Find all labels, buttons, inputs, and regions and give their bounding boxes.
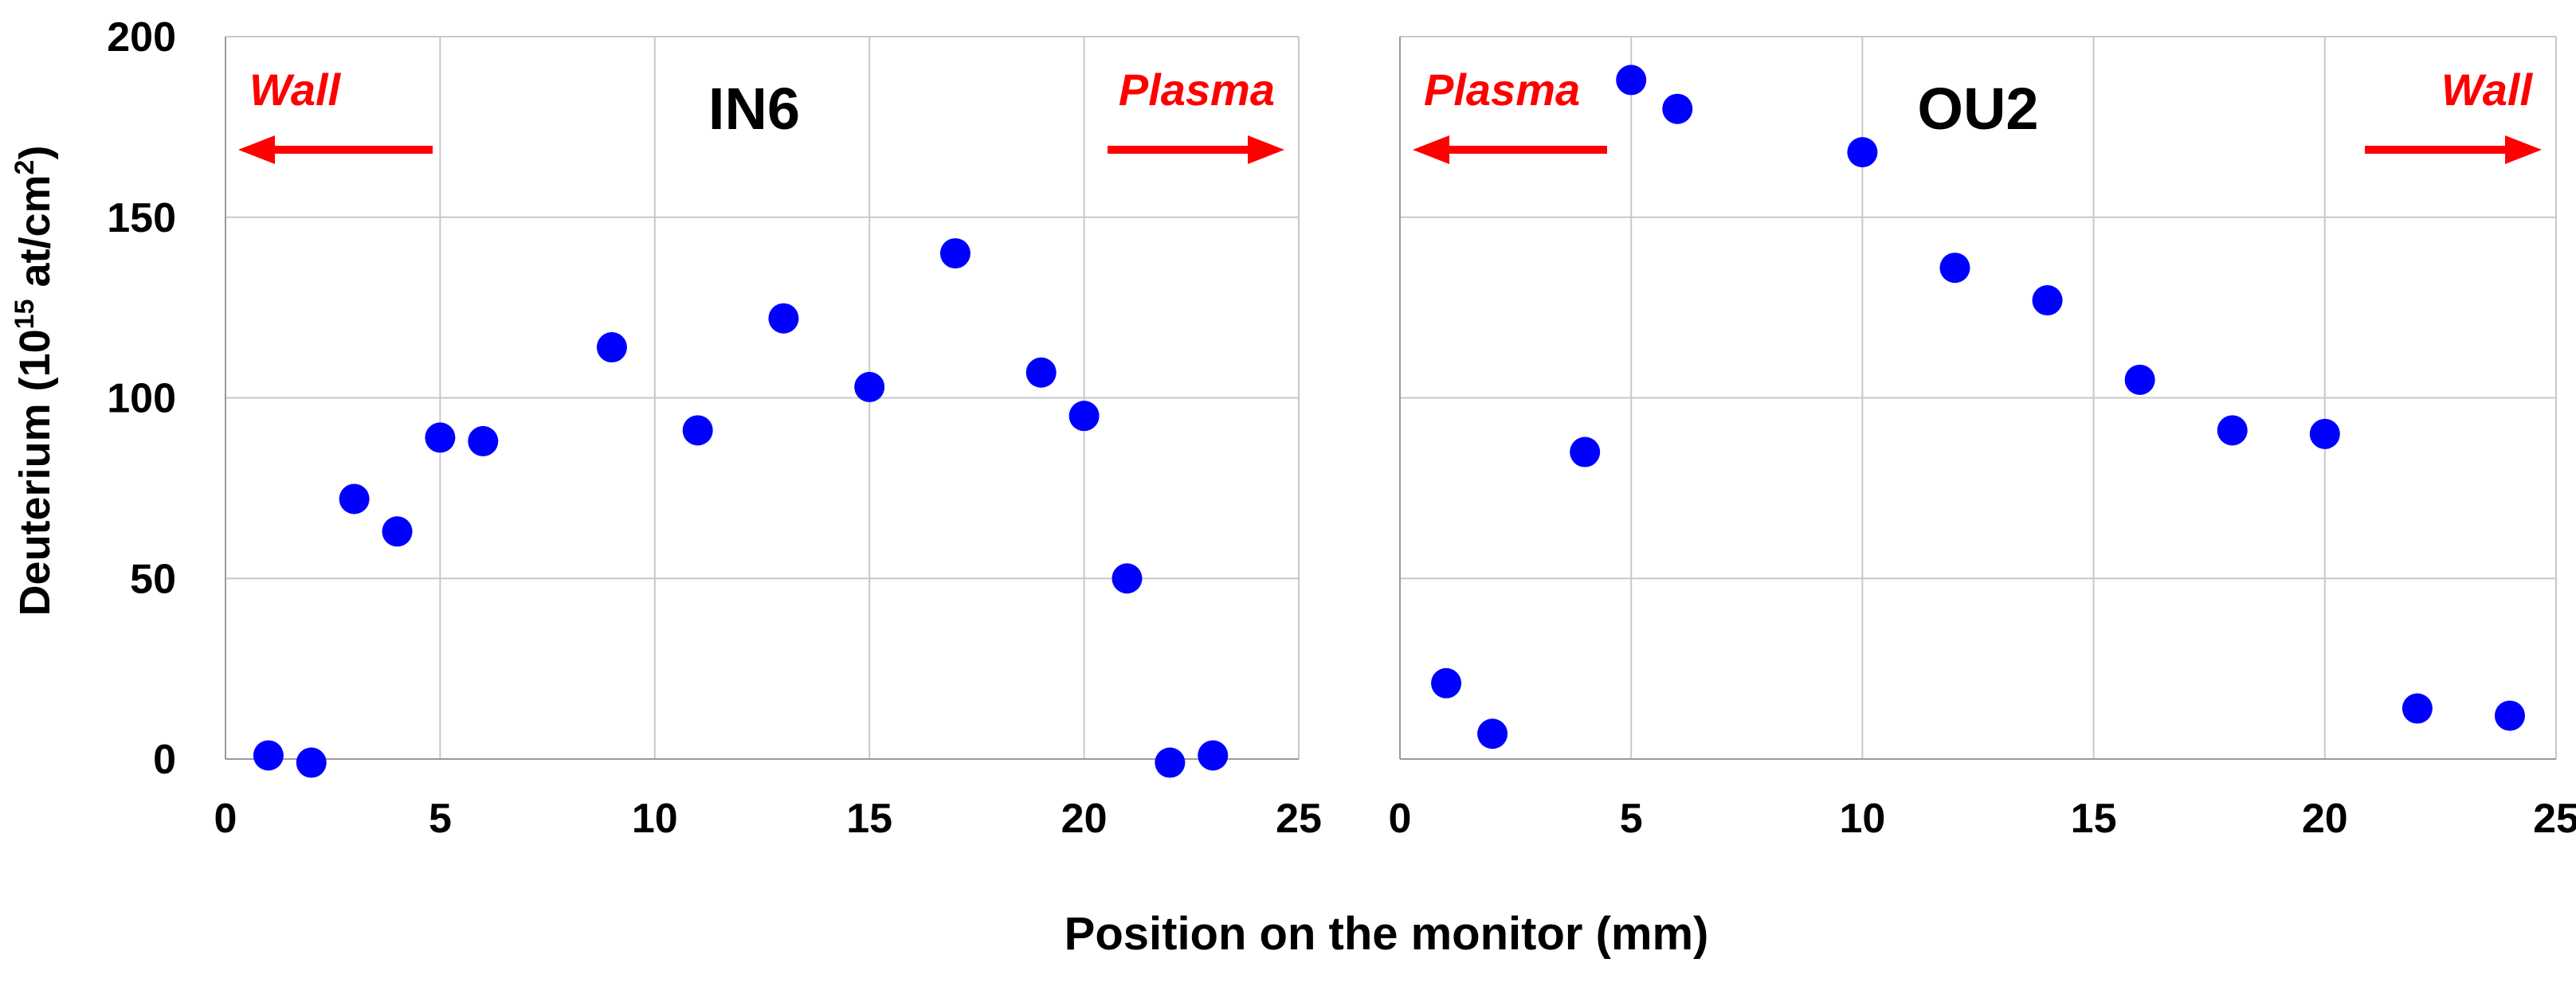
x-axis-label: Position on the monitor (mm) [1065, 908, 1709, 960]
annotation-arrow-right [1108, 135, 1284, 164]
data-point [1570, 436, 1601, 468]
annotation-wall-label: Wall [249, 65, 342, 115]
data-point [339, 483, 370, 515]
data-point [854, 371, 885, 402]
data-point [382, 516, 413, 547]
data-point [1198, 740, 1229, 771]
data-point [1155, 747, 1186, 778]
data-point [939, 238, 970, 269]
data-point [768, 303, 799, 334]
chart-panel-ou2: 0 5 10 15 20 25 OU2 Plasma Wall [1389, 36, 2576, 842]
data-point [1662, 93, 1693, 124]
y-axis-label: Deuterium (1015 at/cm2) [10, 146, 59, 616]
x-tick-label: 25 [2533, 796, 2576, 842]
x-tick-label: 25 [1276, 796, 1322, 842]
chart-title: IN6 [708, 76, 800, 142]
annotation-arrow-left [238, 135, 433, 164]
data-point [1939, 252, 1970, 284]
data-point [2402, 693, 2433, 724]
x-tick-label: 15 [2071, 796, 2117, 842]
data-point [2217, 415, 2248, 446]
data-point [1112, 563, 1143, 594]
annotation-wall-label: Wall [2441, 65, 2534, 115]
y-tick-label: 50 [130, 556, 176, 602]
data-point [253, 740, 284, 771]
y-tick-label: 0 [153, 737, 176, 783]
y-tick-label: 200 [107, 14, 176, 61]
data-point [682, 415, 713, 446]
data-point [468, 425, 499, 456]
data-point [1847, 137, 1878, 168]
y-tick-label: 100 [107, 376, 176, 422]
data-point [596, 332, 627, 363]
chart-title: OU2 [1917, 76, 2038, 142]
data-point [2494, 700, 2525, 731]
data-point [425, 422, 456, 453]
annotation-plasma-label: Plasma [1424, 65, 1580, 115]
x-tick-label: 10 [632, 796, 678, 842]
data-point [2032, 285, 2063, 316]
data-point [2309, 418, 2340, 449]
x-tick-label: 15 [846, 796, 892, 842]
data-point [1068, 401, 1100, 432]
data-point [1431, 667, 1462, 699]
x-tick-label: 20 [1061, 796, 1108, 842]
x-tick-label: 10 [1839, 796, 1885, 842]
x-tick-label: 0 [214, 796, 237, 842]
annotation-plasma-label: Plasma [1119, 65, 1275, 115]
x-tick-label: 20 [2302, 796, 2348, 842]
data-point [1477, 718, 1508, 749]
annotation-arrow-left [1413, 135, 1607, 164]
data-point [1025, 357, 1057, 388]
data-point [2124, 364, 2155, 395]
x-tick-label: 5 [1620, 796, 1643, 842]
x-tick-label: 5 [429, 796, 452, 842]
chart-panel-in6: 0 5 10 15 20 25 0 50 100 150 200 IN6 Wall Plasma [107, 14, 1322, 842]
annotation-arrow-right [2365, 135, 2542, 164]
y-tick-label: 150 [107, 195, 176, 241]
data-point [1616, 65, 1647, 96]
data-point [296, 747, 327, 778]
x-tick-label: 0 [1389, 796, 1412, 842]
